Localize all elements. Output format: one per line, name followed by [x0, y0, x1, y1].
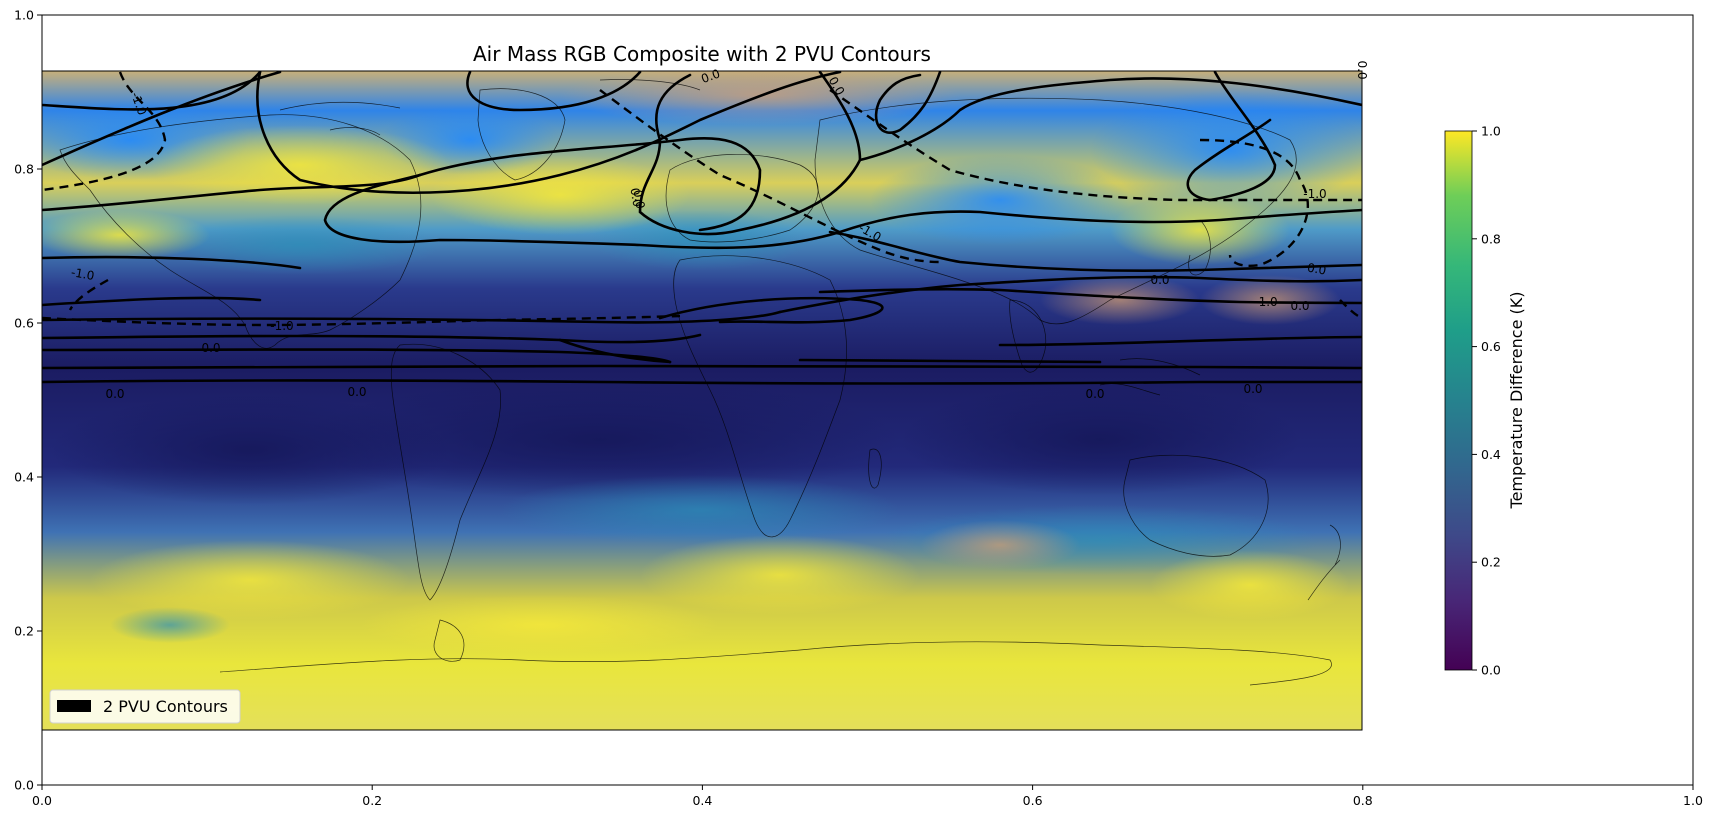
x-tick-label: 0.0 [32, 793, 52, 808]
legend-label: 2 PVU Contours [103, 697, 228, 716]
contour-label: -1.0 [270, 319, 293, 333]
x-tick-label: 0.6 [1023, 793, 1043, 808]
contour-label: 0.0 [630, 189, 647, 210]
y-tick-label: 1.0 [14, 8, 34, 23]
chart-title: Air Mass RGB Composite with 2 PVU Contou… [473, 42, 931, 66]
contour-label: 0.0 [627, 187, 644, 208]
colorbar-gradient [1444, 130, 1473, 671]
y-tick-label: 0.2 [14, 624, 34, 639]
contour-label: 0.0 [699, 66, 722, 86]
contour-label: -1.0 [1254, 295, 1277, 309]
contour-label: 0.0 [105, 387, 124, 401]
map-axes-frame [41, 70, 1363, 731]
contour-label: 0.0 [347, 385, 366, 399]
colorbar-label: Temperature Difference (K) [1507, 292, 1526, 510]
legend-swatch [57, 700, 91, 712]
contour-label: 0.0 [1085, 387, 1104, 401]
x-tick-label: 1.0 [1683, 793, 1703, 808]
contour-label: 0.0 [201, 341, 220, 355]
contour-label: 0.0 [1290, 299, 1309, 313]
y-tick-label: 0.6 [14, 316, 34, 331]
y-tick-label: 0.4 [14, 470, 34, 485]
contour-label: 0.0 [1355, 60, 1369, 79]
contour-label: -1.0 [70, 265, 95, 283]
colorbar-tick-label: 0.0 [1481, 663, 1501, 678]
x-tick-label: 0.2 [362, 793, 382, 808]
colorbar-tick-label: 0.6 [1481, 339, 1501, 354]
x-tick-label: 0.8 [1353, 793, 1373, 808]
x-axis: 0.0 0.2 0.4 0.6 0.8 1.0 [32, 785, 1703, 808]
contour-labels: -1.00.0 0.0-1.00.0-1.0-1.00.00.0-1.00.00.… [70, 60, 1369, 401]
colorbar: 0.0 0.2 0.4 0.6 0.8 1.0 Temperature Differenc… [1444, 124, 1526, 678]
contour-label: 0.0 [1306, 261, 1327, 278]
legend: 2 PVU Contours [49, 689, 241, 724]
legend-box [49, 689, 241, 724]
colorbar-ticks: 0.0 0.2 0.4 0.6 0.8 1.0 [1472, 124, 1501, 678]
colorbar-tick-label: 0.2 [1481, 555, 1501, 570]
y-axis: 0.0 0.2 0.4 0.6 0.8 1.0 [14, 8, 42, 793]
contour-label: 0.0 [1150, 273, 1169, 287]
colorbar-tick-label: 1.0 [1481, 124, 1501, 139]
colorbar-tick-label: 0.8 [1481, 231, 1501, 246]
x-tick-label: 0.4 [692, 793, 712, 808]
contour-label: 0.0 [1243, 382, 1262, 396]
colorbar-tick-label: 0.4 [1481, 447, 1501, 462]
pvu-contours [42, 71, 1362, 385]
y-tick-label: 0.0 [14, 778, 34, 793]
y-tick-label: 0.8 [14, 162, 34, 177]
contour-label: -1.0 [1303, 187, 1326, 201]
pvu-contours-dashed [42, 71, 1362, 327]
coastlines [59, 79, 1341, 686]
air-mass-rgb-image [42, 71, 1362, 730]
